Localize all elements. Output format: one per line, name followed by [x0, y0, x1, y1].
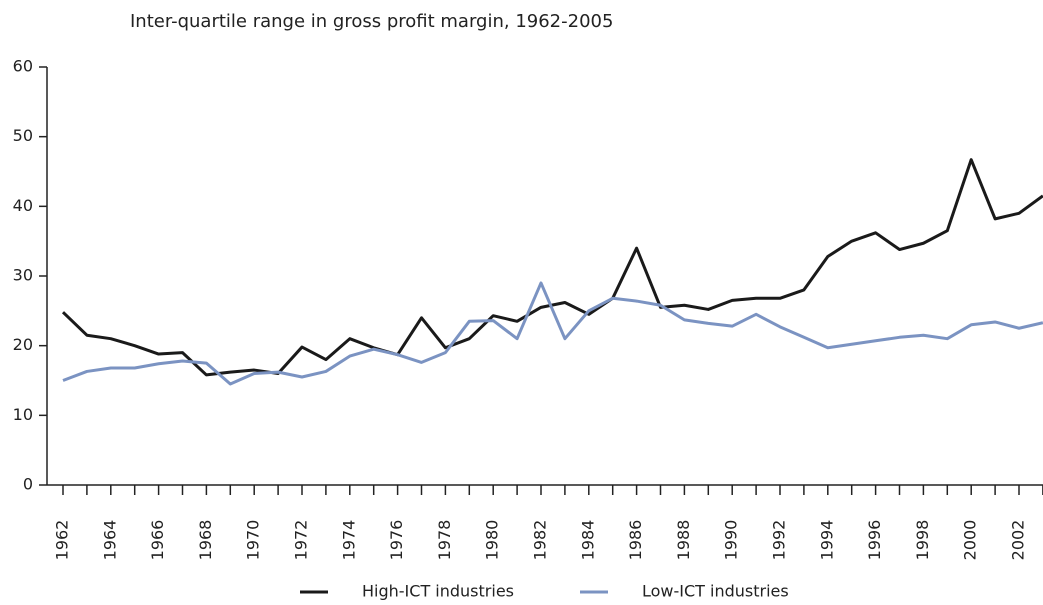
- x-tick-label: 1966: [148, 520, 167, 561]
- x-tick-label: 1984: [578, 520, 597, 561]
- x-tick-label: 1970: [244, 520, 263, 561]
- y-tick-label: 60: [13, 57, 33, 76]
- x-tick-label: 1998: [913, 520, 932, 561]
- x-tick-label: 1988: [674, 520, 693, 561]
- x-tick-label: 2002: [1009, 520, 1028, 561]
- x-tick-label: 1990: [722, 520, 741, 561]
- y-tick-label: 0: [23, 475, 33, 494]
- x-tick-label: 1986: [626, 520, 645, 561]
- y-tick-label: 30: [13, 266, 33, 285]
- chart-title: Inter-quartile range in gross profit mar…: [130, 11, 613, 32]
- x-tick-label: 1974: [339, 520, 358, 561]
- x-tick-label: 1992: [770, 520, 789, 561]
- x-tick-label: 1968: [196, 520, 215, 561]
- x-tick-label: 1972: [292, 520, 311, 561]
- x-tick-label: 2000: [961, 520, 980, 561]
- legend-label: High-ICT industries: [362, 582, 514, 601]
- x-tick-label: 1962: [53, 520, 72, 561]
- x-tick-label: 1994: [817, 520, 836, 561]
- line-series: [61, 158, 1043, 377]
- y-tick-label: 10: [13, 405, 33, 424]
- legend-label: Low-ICT industries: [642, 582, 789, 601]
- y-tick-label: 50: [13, 126, 33, 145]
- x-tick-label: 1996: [865, 520, 884, 561]
- x-tick-label: 1978: [435, 520, 454, 561]
- x-tick-label: 1976: [387, 520, 406, 561]
- x-tick-label: 1964: [100, 520, 119, 561]
- y-tick-label: 40: [13, 196, 33, 215]
- x-tick-label: 1982: [531, 520, 550, 561]
- x-tick-label: 1980: [483, 520, 502, 561]
- line-series: [62, 281, 1043, 386]
- y-tick-label: 20: [13, 335, 33, 354]
